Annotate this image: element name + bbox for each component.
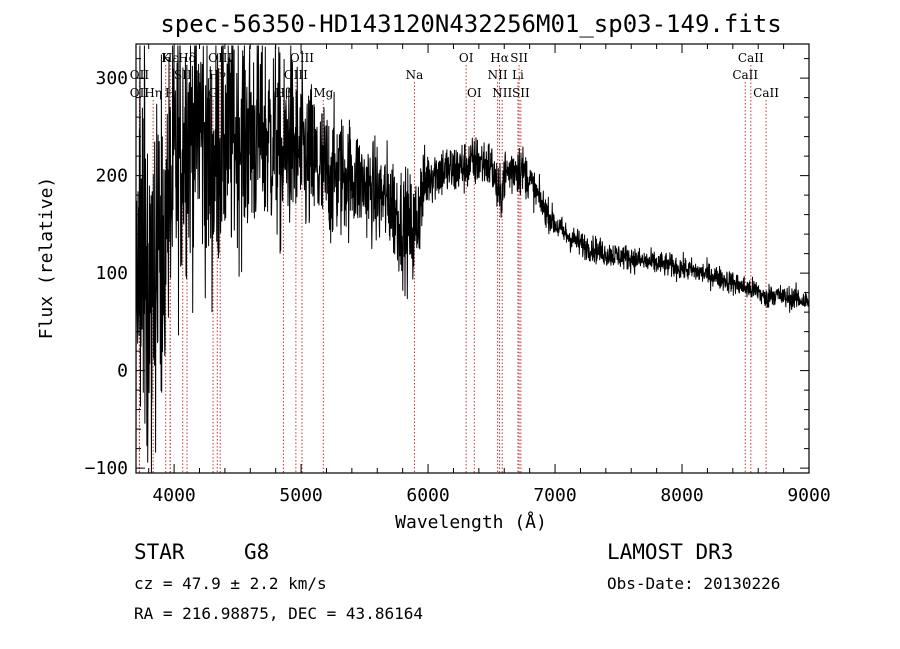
y-tick-label: 200 xyxy=(95,166,128,187)
y-tick-label: 100 xyxy=(95,263,128,284)
spectral-line-label: Li xyxy=(512,68,524,82)
spectrum-line xyxy=(135,45,810,474)
spectral-line-label: OI xyxy=(459,51,474,65)
spectral-line-label: Hα xyxy=(490,51,509,65)
observation-date: Obs-Date: 20130226 xyxy=(607,574,781,593)
spectral-line-label: Mg xyxy=(313,86,333,100)
spectral-line-label: H xyxy=(165,86,175,100)
coordinates-readout: RA = 216.98875, DEC = 43.86164 xyxy=(134,604,423,623)
spectral-line-label: SII xyxy=(510,51,528,65)
x-tick-label: 6000 xyxy=(406,485,449,506)
y-axis-label: Flux (relative) xyxy=(36,177,57,340)
spectral-line-label: NII xyxy=(488,68,508,82)
x-tick-label: 4000 xyxy=(152,485,195,506)
spectral-line-label: SII xyxy=(512,86,530,100)
object-type: STAR xyxy=(134,540,185,564)
spectral-line-label: NII xyxy=(492,86,512,100)
spectral-line-label: CaII xyxy=(753,86,779,100)
spectral-line-label: Hβ xyxy=(275,86,292,100)
x-tick-label: 8000 xyxy=(660,485,703,506)
spectral-line-label: G xyxy=(208,86,218,100)
x-tick-label: 9000 xyxy=(787,485,830,506)
y-tick-label: 300 xyxy=(95,68,128,89)
survey-name: LAMOST DR3 xyxy=(607,540,734,564)
x-tick-label: 5000 xyxy=(279,485,322,506)
chart-title: spec-56350-HD143120N432256M01_sp03-149.f… xyxy=(160,10,781,38)
spectral-line-label: OIII xyxy=(208,51,232,65)
spectral-line-label: Na xyxy=(406,68,424,82)
spectral-line-label: OIII xyxy=(284,68,308,82)
spectral-line-label: CaII xyxy=(738,51,764,65)
spectral-line-label: OI xyxy=(467,86,482,100)
redshift-readout: cz = 47.9 ± 2.2 km/s xyxy=(134,574,327,593)
x-axis-label: Wavelength (Å) xyxy=(395,511,547,533)
spectrum-layer xyxy=(135,45,810,474)
spectral-line-label: CaII xyxy=(732,68,758,82)
axis-tick-layer: 4000 5000 6000 7000 8000 9000 −100 0 100 200 300 xyxy=(85,44,831,506)
object-subclass: G8 xyxy=(244,540,270,564)
x-tick-label: 7000 xyxy=(533,485,576,506)
plot-frame xyxy=(135,43,810,474)
spectral-line-label: Hη xyxy=(144,86,162,100)
y-tick-label: −100 xyxy=(85,458,128,479)
y-tick-label: 0 xyxy=(117,361,128,382)
spectral-line-label: Hδ xyxy=(178,51,196,65)
spectral-line-label: K xyxy=(161,51,171,65)
